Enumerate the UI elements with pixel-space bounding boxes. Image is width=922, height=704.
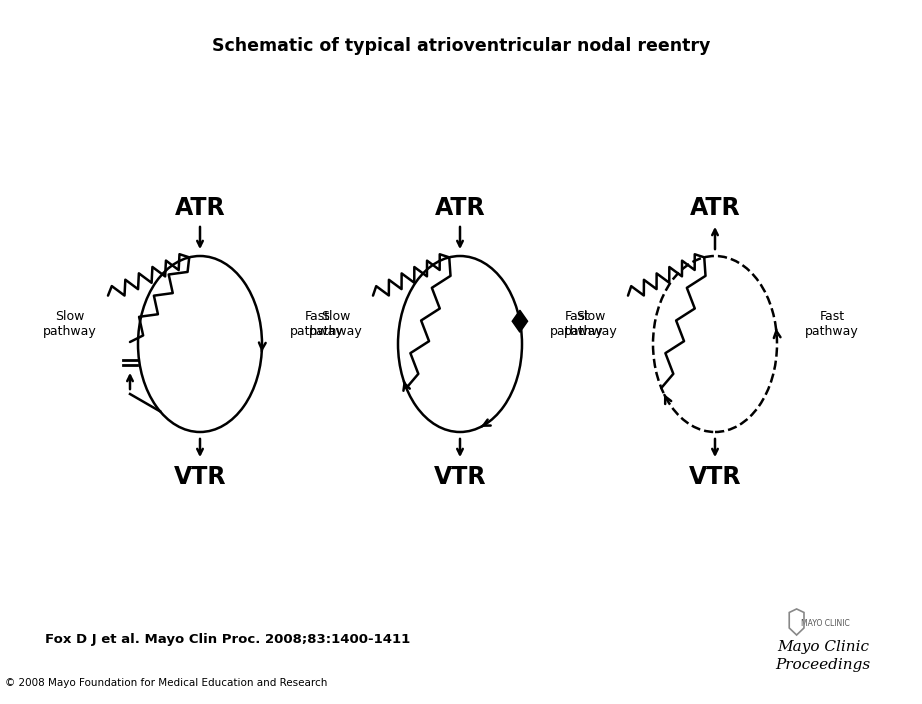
Text: ATR: ATR xyxy=(690,196,740,220)
Text: Slow
pathway: Slow pathway xyxy=(564,310,618,338)
Text: MAYO CLINIC: MAYO CLINIC xyxy=(801,619,849,627)
Text: Schematic of typical atrioventricular nodal reentry: Schematic of typical atrioventricular no… xyxy=(212,37,710,55)
Text: Fox D J et al. Mayo Clin Proc. 2008;83:1400-1411: Fox D J et al. Mayo Clin Proc. 2008;83:1… xyxy=(45,633,410,646)
Text: VTR: VTR xyxy=(173,465,226,489)
Text: VTR: VTR xyxy=(689,465,741,489)
Text: Slow
pathway: Slow pathway xyxy=(43,310,97,338)
Text: Fast
pathway: Fast pathway xyxy=(805,310,859,338)
Text: Slow
pathway: Slow pathway xyxy=(309,310,363,338)
Text: ATR: ATR xyxy=(434,196,485,220)
Text: © 2008 Mayo Foundation for Medical Education and Research: © 2008 Mayo Foundation for Medical Educa… xyxy=(5,678,327,688)
Text: ATR: ATR xyxy=(174,196,225,220)
Polygon shape xyxy=(513,310,527,332)
Text: VTR: VTR xyxy=(433,465,486,489)
Text: Fast
pathway: Fast pathway xyxy=(550,310,604,338)
Text: Mayo Clinic
Proceedings: Mayo Clinic Proceedings xyxy=(775,641,871,672)
Text: Fast
pathway: Fast pathway xyxy=(290,310,344,338)
